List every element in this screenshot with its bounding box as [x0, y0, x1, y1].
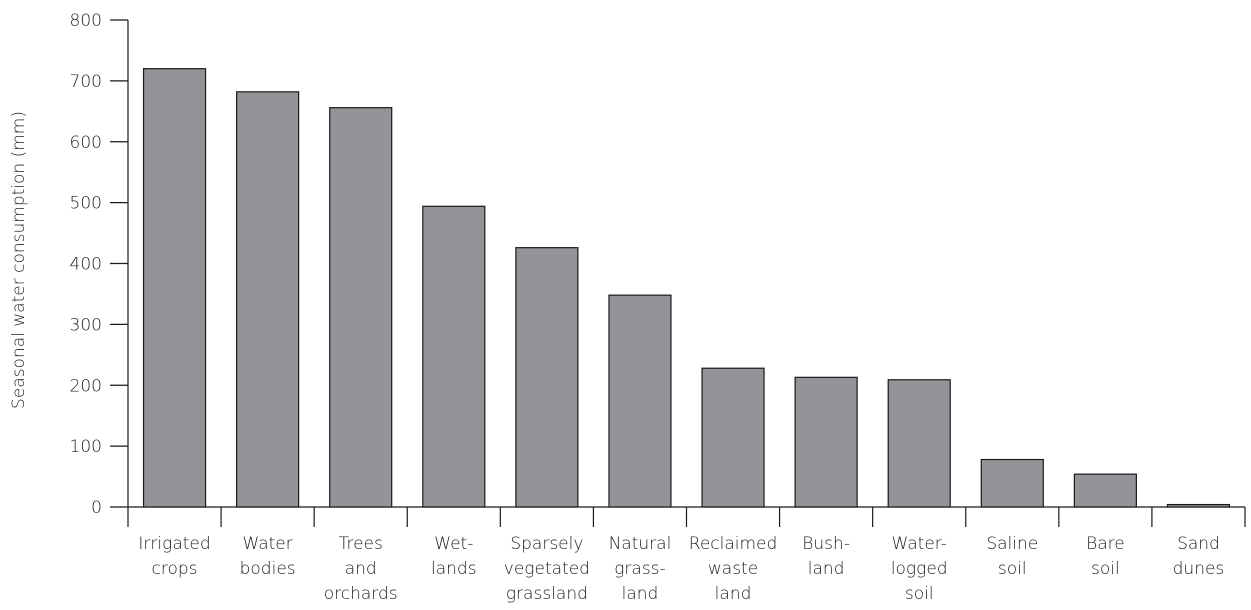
- x-category-label: Reclaimed waste land: [689, 534, 778, 604]
- x-category-label-line: Sand: [1177, 534, 1220, 554]
- x-category-label-line: land: [808, 559, 845, 579]
- x-category-label-line: soil: [1091, 559, 1120, 579]
- x-category-label-line: lands: [431, 559, 477, 579]
- y-tick-label: 100: [70, 437, 102, 457]
- x-category-label-line: grass-: [614, 559, 665, 579]
- x-axis: Irrigated crops Water bodies Trees and orchard…: [127, 506, 1246, 604]
- x-category-label: Natural grass-land: [609, 534, 672, 604]
- x-category-label-line: and: [345, 559, 377, 579]
- x-category-label-line: Bare: [1086, 534, 1125, 554]
- x-category-label-line: Wet-: [434, 534, 473, 554]
- x-category-label: Wet-lands: [431, 534, 477, 579]
- bar: [887, 379, 951, 508]
- x-category-label-line: Sparsely: [510, 534, 583, 554]
- bar: [329, 107, 393, 508]
- x-category-label: Trees and orchards: [324, 534, 398, 604]
- bar: [142, 68, 207, 508]
- bar: [236, 91, 300, 508]
- x-category-label: Water bodies: [240, 534, 296, 579]
- bar: [701, 367, 765, 508]
- x-category-label-line: land: [715, 584, 752, 604]
- bar: [794, 376, 858, 508]
- x-category-label-line: soil: [905, 584, 934, 604]
- y-axis-label: Seasonal water consumption (mm): [9, 111, 29, 409]
- x-category-label-line: land: [622, 584, 659, 604]
- x-category-label-line: soil: [998, 559, 1027, 579]
- x-category-label-line: Water-: [892, 534, 947, 554]
- x-category-label: Saline soil: [986, 534, 1038, 579]
- y-tick-label: 200: [70, 376, 102, 396]
- x-category-label: Water-logged soil: [891, 534, 948, 604]
- bar: [422, 205, 486, 508]
- x-category-label-line: dunes: [1173, 559, 1225, 579]
- x-category-label-line: crops: [152, 559, 198, 579]
- x-category-label-line: logged: [891, 559, 948, 579]
- y-axis: 0 100 200 300 400 500 600 700 800: [70, 11, 129, 518]
- bar: [1073, 473, 1137, 508]
- x-category-label: Bush-land: [802, 534, 850, 579]
- bar: [515, 247, 579, 508]
- x-category-label-line: Saline: [986, 534, 1038, 554]
- y-tick-label: 600: [70, 133, 102, 153]
- y-tick-label: 0: [91, 498, 102, 518]
- x-category-label-line: bodies: [240, 559, 296, 579]
- x-category-label: Irrigated crops: [138, 534, 210, 579]
- x-category-label-line: Reclaimed: [689, 534, 778, 554]
- bars: [142, 68, 1231, 508]
- x-category-label-line: Natural: [609, 534, 672, 554]
- x-category-label: Bare soil: [1086, 534, 1125, 579]
- x-category-label: Sand dunes: [1173, 534, 1225, 579]
- bar: [608, 294, 672, 508]
- x-category-label-line: waste: [708, 559, 758, 579]
- x-category-label-line: grassland: [506, 584, 588, 604]
- y-tick-label: 500: [70, 194, 102, 214]
- x-category-label-line: vegetated: [504, 559, 590, 579]
- y-tick-label: 400: [70, 255, 102, 275]
- x-category-label-line: Trees: [339, 534, 383, 554]
- y-tick-label: 300: [70, 315, 102, 335]
- x-category-label-line: Water: [242, 534, 292, 554]
- y-tick-label: 700: [70, 72, 102, 92]
- bar: [980, 458, 1044, 508]
- x-category-label: Sparsely vegetated grassland: [504, 534, 590, 604]
- x-category-label-line: Bush-: [802, 534, 850, 554]
- bar: [1166, 503, 1231, 508]
- x-category-label-line: orchards: [324, 584, 398, 604]
- x-category-label-line: Irrigated: [138, 534, 210, 554]
- y-tick-label: 800: [70, 11, 102, 31]
